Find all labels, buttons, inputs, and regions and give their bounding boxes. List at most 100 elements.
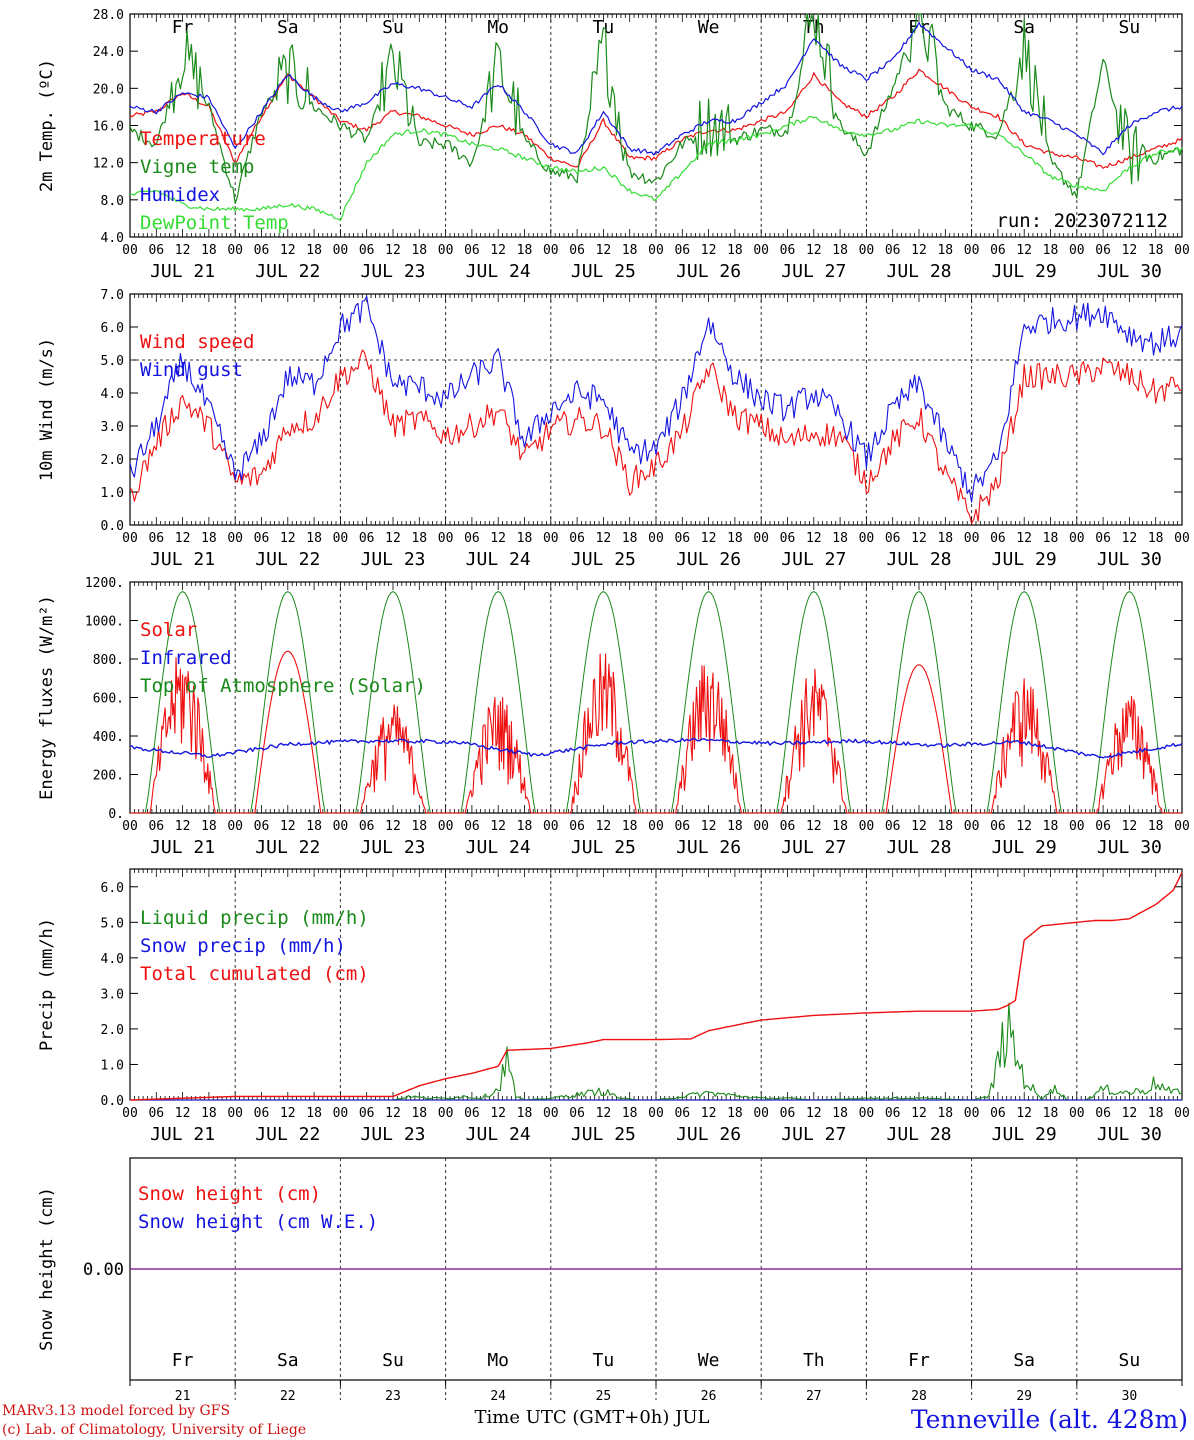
y-tick-label: 4.0 [101,231,124,246]
y-axis-title: Precip (mm/h) [37,918,57,1051]
hour-label: 06 [1095,243,1111,258]
hour-label: 18 [622,243,638,258]
legend-entry: Temperature [140,128,266,150]
hour-label: 00 [964,1106,980,1121]
hour-label: 00 [859,819,875,834]
series-line-humidex [129,21,1183,156]
date-label: JUL 26 [676,549,741,570]
hour-label: 00 [648,243,664,258]
date-label: JUL 29 [992,1124,1057,1145]
hour-label: 06 [780,243,796,258]
date-label: JUL 23 [360,1124,425,1145]
hour-label: 06 [674,243,690,258]
hour-label: 00 [543,1106,559,1121]
hour-label: 12 [1016,819,1032,834]
hour-label: 18 [727,1106,743,1121]
weekday-label: Su [1119,1350,1141,1371]
hour-label: 18 [727,819,743,834]
hour-label: 12 [701,819,717,834]
hour-label: 06 [569,243,585,258]
date-label: JUL 24 [466,837,531,858]
hour-label: 06 [254,1106,270,1121]
hour-label: 00 [859,243,875,258]
y-tick-label: 6.0 [101,881,124,896]
y-tick-label: 2.0 [101,453,124,468]
hour-label: 12 [490,1106,506,1121]
day-number-label: 27 [806,1389,822,1404]
hour-label: 18 [517,243,533,258]
y-tick-label: 20.0 [93,82,124,97]
credit-line-1: MARv3.13 model forced by GFS [2,1403,230,1419]
hour-label: 06 [148,531,164,546]
y-tick-label: 16.0 [93,120,124,135]
hour-label: 12 [701,1106,717,1121]
hour-label: 18 [1043,243,1059,258]
legend: Solar Infrared Top of Atmosphere (Solar) [140,619,426,697]
hour-label: 18 [832,819,848,834]
weekday-label: Mo [487,17,509,38]
hour-label: 06 [359,1106,375,1121]
hour-label: 00 [438,1106,454,1121]
y-axis-title: Energy fluxes (W/m²) [37,595,57,800]
hour-label: 06 [885,243,901,258]
weekday-label: Sa [277,1350,299,1371]
weekday-label: Su [382,1350,404,1371]
y-tick-label: 4.0 [101,387,124,402]
series-line-temperature [129,68,1183,169]
y-tick-label: 3.0 [101,987,124,1002]
series-line-wind-gust [129,295,1183,503]
y-tick-label: 1200. [85,576,124,591]
hour-label: 18 [937,819,953,834]
hour-label: 18 [1148,819,1164,834]
hour-label: 06 [464,531,480,546]
hour-label: 00 [648,1106,664,1121]
hour-label: 12 [280,819,296,834]
hour-label: 18 [622,1106,638,1121]
y-axis-title: Snow height (cm) [37,1187,57,1351]
legend-entry: Wind speed [140,331,254,353]
hour-label: 18 [937,243,953,258]
hour-label: 12 [1016,1106,1032,1121]
x-axis-labels: 00 06 12 18 JUL 21 00 06 12 18 JUL 22 00 06 12 18 JUL … [122,1106,1190,1145]
legend-entry: Solar [140,619,197,641]
hour-label: 00 [964,243,980,258]
hour-label: 12 [175,531,191,546]
date-label: JUL 22 [255,261,320,282]
hour-label: 18 [622,531,638,546]
x-axis-labels: 00 06 12 18 JUL 21 00 06 12 18 JUL 22 00 06 12 18 JUL … [122,531,1190,570]
panel-2: 0.0 1.0 2.0 3.0 4.0 5.0 6.0 7.0 10m Wind (m/s) [37,288,1183,534]
weekday-label: Th [803,1350,825,1371]
hour-label: 00 [227,1106,243,1121]
date-label: JUL 26 [676,261,741,282]
hour-label: 06 [569,1106,585,1121]
hour-label: 00 [543,819,559,834]
hour-label: 06 [1095,1106,1111,1121]
hour-label: 06 [674,819,690,834]
date-label: JUL 26 [676,1124,741,1145]
hour-label: 18 [832,243,848,258]
y-tick-label: 400. [93,730,124,745]
hour-label: 12 [385,243,401,258]
legend-entry: Top of Atmosphere (Solar) [140,675,426,697]
date-label: JUL 21 [150,1124,215,1145]
hour-label: 00 [543,531,559,546]
weekday-label: Su [1119,17,1141,38]
y-axis-title: 2m Temp. (ºC) [37,59,57,192]
hour-label: 06 [885,819,901,834]
weekday-label: Fr [172,1350,194,1371]
hour-label: 00 [1069,531,1085,546]
series-line-dewpoint-temp [129,115,1183,222]
weekday-label: We [698,1350,720,1371]
hour-label: 00 [753,819,769,834]
hour-label: 00 [648,531,664,546]
date-label: JUL 25 [571,837,636,858]
hour-label: 00 [753,1106,769,1121]
date-label: JUL 27 [781,549,846,570]
hour-label: 00 [543,243,559,258]
panel-3: 0. 200. 400. 600. 800. 1000. 1200. Energy fluxe… [37,576,1183,822]
footer: MARv3.13 model forced by GFS (c) Lab. of … [2,1403,1188,1438]
hour-label: 18 [411,243,427,258]
weekday-label: Su [382,17,404,38]
hour-label: 18 [1148,531,1164,546]
hour-label: 18 [1043,819,1059,834]
